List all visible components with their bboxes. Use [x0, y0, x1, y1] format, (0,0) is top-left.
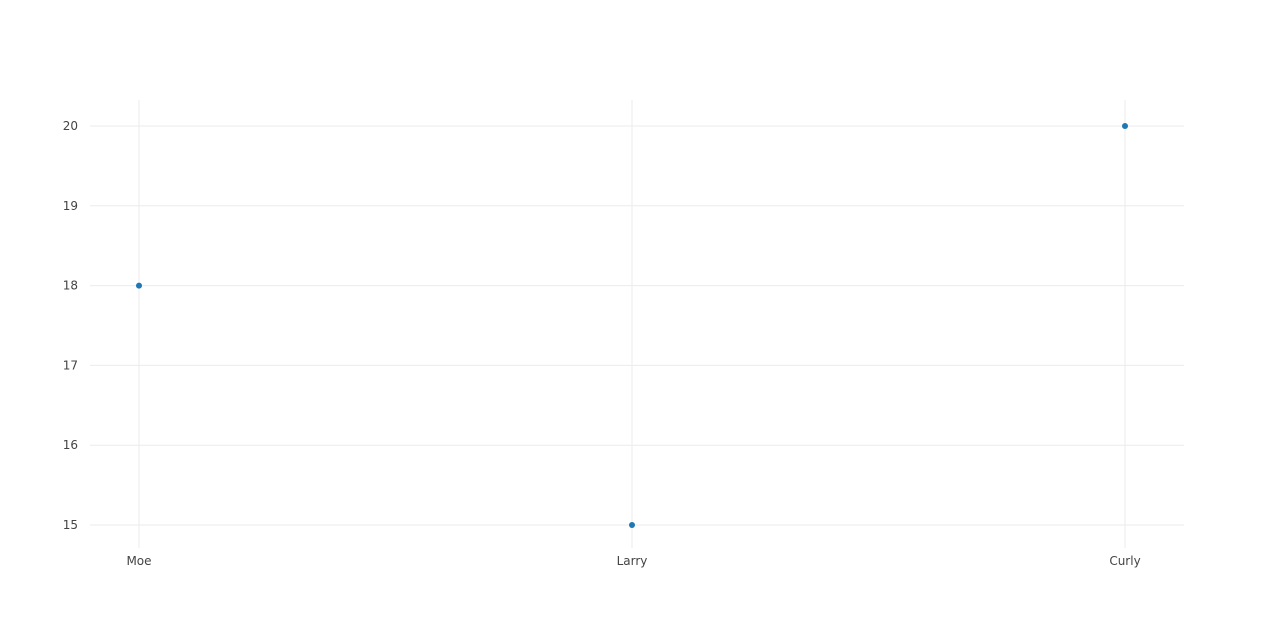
data-point-curly	[1122, 123, 1128, 129]
y-axis-tick-labels: 15 16 17 18 19 20	[63, 119, 78, 532]
x-axis-tick-labels: Moe Larry Curly	[126, 554, 1140, 568]
y-tick-label-16: 16	[63, 438, 78, 452]
data-points	[136, 123, 1128, 528]
x-tick-label-larry: Larry	[617, 554, 648, 568]
data-point-moe	[136, 282, 142, 289]
x-tick-label-curly: Curly	[1109, 554, 1140, 568]
y-tick-label-19: 19	[63, 199, 78, 213]
y-tick-label-17: 17	[63, 358, 78, 372]
y-tick-label-15: 15	[63, 518, 78, 532]
y-tick-label-18: 18	[63, 279, 78, 293]
data-point-larry	[629, 522, 635, 528]
x-tick-label-moe: Moe	[126, 554, 151, 568]
y-tick-label-20: 20	[63, 119, 78, 133]
grid-lines	[90, 100, 1184, 548]
